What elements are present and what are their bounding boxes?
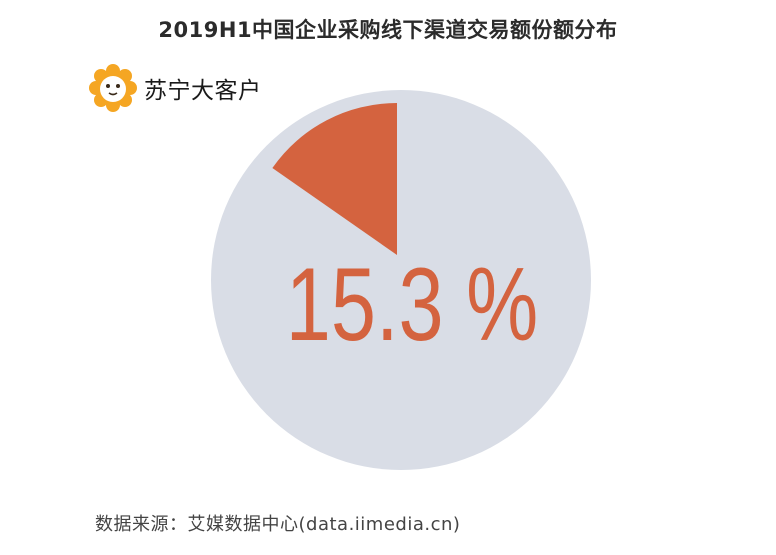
data-source: 数据来源：艾媒数据中心(data.iimedia.cn): [95, 514, 461, 535]
lion-face-icon: [89, 64, 137, 112]
pie-slice-highlight: [272, 103, 397, 255]
chart-title: 2019H1中国企业采购线下渠道交易额份额分布: [158, 18, 618, 42]
brand-name: 苏宁大客户: [144, 78, 262, 104]
pie-value-label: 15.3 %: [286, 246, 539, 362]
brand-logo: 苏宁大客户: [88, 62, 262, 114]
